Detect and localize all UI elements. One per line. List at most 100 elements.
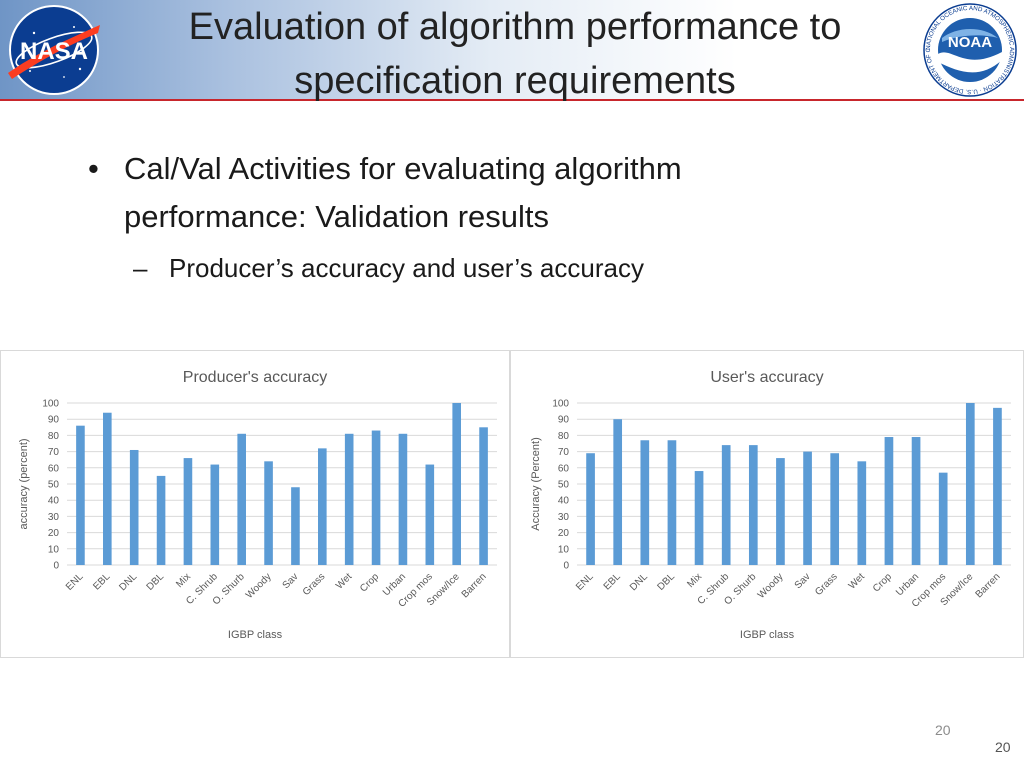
bar [965, 403, 975, 565]
x-tick-label: Mix [174, 571, 193, 590]
y-tick-label: 80 [48, 431, 60, 442]
y-tick-label: 50 [48, 480, 60, 491]
x-tick-label: DNL [628, 571, 650, 593]
x-tick-label: Woody [756, 571, 786, 601]
bar [291, 487, 300, 565]
bar [264, 461, 273, 565]
y-tick-label: 100 [42, 399, 59, 410]
slide-header [0, 0, 1024, 100]
producers-accuracy-chart: Producer's accuracy 0 10 20 30 40 50 60 70 80 90 10… [0, 350, 510, 658]
x-tick-label: ENL [64, 571, 86, 593]
x-tick-label: Barren [974, 571, 1003, 600]
x-tick-label: Grass [301, 571, 328, 598]
bar [776, 458, 785, 565]
bar [857, 461, 867, 565]
y-tick-label: 40 [48, 496, 60, 507]
y-tick-label: 30 [48, 512, 60, 523]
x-tick-label: Crop [871, 571, 894, 594]
chart-title: Producer's accuracy [183, 369, 327, 386]
x-tick-label: Sav [281, 571, 301, 591]
bar [425, 464, 435, 565]
x-axis-label: IGBP class [228, 629, 283, 641]
y-tick-label: 100 [552, 399, 569, 410]
bar [156, 475, 166, 565]
x-tick-label: Grass [813, 571, 840, 598]
slide-number: 20 [935, 722, 951, 738]
y-tick-label: 90 [48, 415, 60, 426]
bar [667, 440, 677, 565]
bar [586, 453, 595, 565]
y-axis-label: Accuracy (Percent) [530, 437, 542, 531]
y-tick-label: 80 [558, 431, 570, 442]
bar [183, 458, 193, 565]
bar [721, 445, 731, 565]
y-tick-label: 50 [558, 480, 570, 491]
y-tick-label: 0 [53, 561, 59, 572]
bar [398, 433, 408, 565]
y-tick-label: 30 [558, 512, 570, 523]
bar [613, 419, 623, 565]
bar [748, 445, 758, 565]
producers-accuracy-chart-svg: Producer's accuracy 0 10 20 30 40 50 60 70 80 90 10… [18, 369, 497, 641]
header-rule [0, 99, 1024, 101]
x-axis-label: IGBP class [740, 629, 795, 641]
x-tick-label: Crop [358, 571, 381, 594]
x-tick-label: Woody [244, 571, 274, 601]
x-tick-label: Barren [460, 571, 489, 600]
y-tick-label: 20 [48, 528, 60, 539]
y-tick-label: 70 [48, 447, 60, 458]
users-accuracy-chart-svg: User's accuracy 0 10 20 30 40 50 60 70 80 90 100 Acc… [530, 369, 1011, 641]
bar [129, 449, 139, 565]
bar [830, 453, 840, 565]
sub-bullet-text: Producer’s accuracy and user’s accuracy [169, 253, 644, 283]
y-axis-label: accuracy (percent) [18, 438, 30, 529]
x-tick-label: EBL [91, 571, 112, 592]
y-tick-label: 90 [558, 415, 570, 426]
x-tick-label: DBL [145, 571, 167, 593]
y-tick-label: 10 [558, 544, 570, 555]
chart-title: User's accuracy [710, 369, 823, 386]
bullet-text: Cal/Val Activities for evaluating algori… [124, 151, 682, 234]
x-tick-label: DNL [117, 571, 139, 593]
bar [803, 451, 812, 565]
x-tick-label: Wet [334, 571, 354, 591]
sub-bullet-dash: – [133, 253, 148, 283]
sub-bullet-item: – Producer’s accuracy and user’s accurac… [133, 250, 833, 286]
y-tick-label: 70 [558, 447, 570, 458]
x-tick-label: Mix [685, 571, 704, 590]
slide-title: Evaluation of algorithm performance to s… [188, 6, 842, 102]
bar [694, 471, 704, 565]
y-tick-label: 60 [558, 463, 570, 474]
x-tick-label: DBL [656, 571, 678, 593]
noaa-logo-icon: NATIONAL OCEANIC AND ATMOSPHERIC ADMINIS… [920, 2, 1017, 97]
x-tick-label: EBL [602, 571, 623, 592]
noaa-logo-text: NOAA [948, 34, 992, 51]
bar [237, 433, 246, 565]
y-tick-label: 20 [558, 528, 570, 539]
y-tick-label: 10 [48, 544, 60, 555]
bar [938, 472, 948, 565]
bar [318, 448, 327, 565]
x-tick-label: Wet [847, 571, 867, 591]
bar [993, 407, 1002, 565]
nasa-logo-text: NASA [20, 38, 88, 65]
bar [344, 433, 354, 565]
nasa-logo-icon: NASA [8, 5, 100, 95]
bar [76, 425, 85, 565]
bar [640, 440, 650, 565]
bar [479, 427, 488, 565]
bar [371, 430, 381, 565]
bar [210, 464, 220, 565]
x-tick-label: ENL [574, 571, 596, 593]
bullet-item: • Cal/Val Activities for evaluating algo… [88, 145, 848, 241]
bar [452, 403, 461, 565]
bullet-dot: • [88, 151, 99, 186]
x-tick-label: Sav [793, 571, 813, 591]
slide-number-footer: 20 [995, 739, 1011, 755]
y-tick-label: 0 [563, 561, 569, 572]
y-tick-label: 40 [558, 496, 570, 507]
users-accuracy-chart: User's accuracy 0 10 20 30 40 50 60 70 80 90 100 Acc… [510, 350, 1024, 658]
bar [884, 437, 894, 565]
bar [103, 412, 112, 565]
bar [911, 437, 921, 565]
